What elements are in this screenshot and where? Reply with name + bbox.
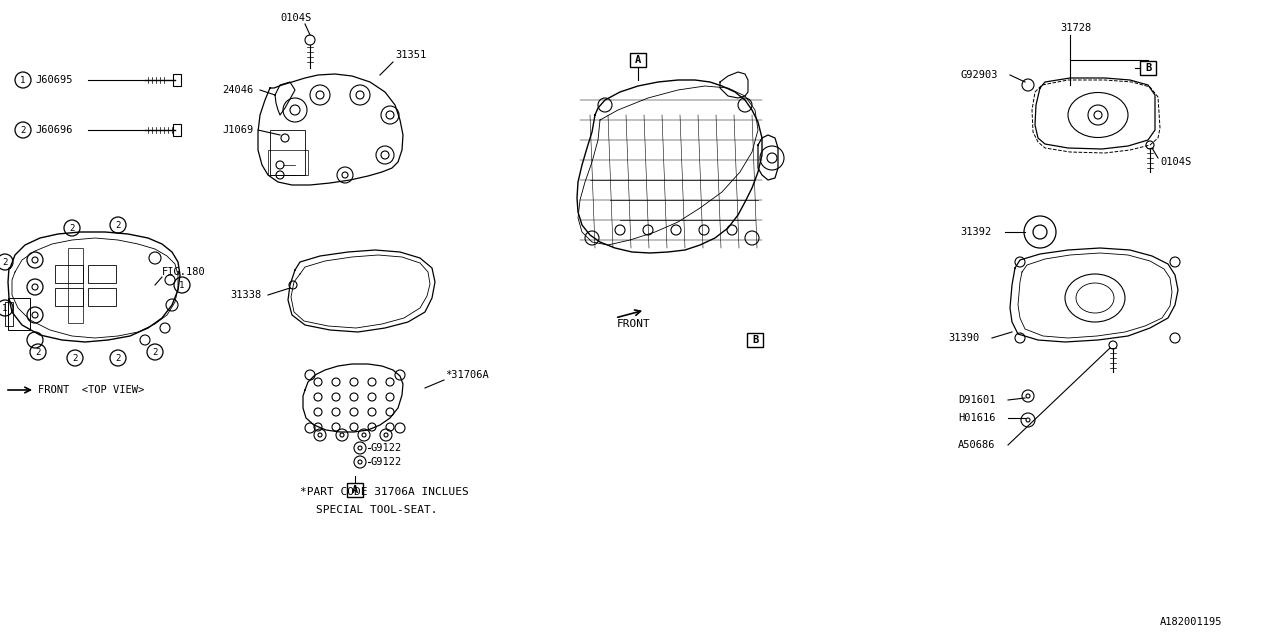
- Text: B: B: [1144, 63, 1151, 73]
- Text: 31728: 31728: [1060, 23, 1092, 33]
- Circle shape: [1088, 105, 1108, 125]
- Text: D91601: D91601: [957, 395, 996, 405]
- Text: A182001195: A182001195: [1160, 617, 1222, 627]
- Text: G92903: G92903: [960, 70, 997, 80]
- Text: B: B: [751, 335, 758, 345]
- Text: 31351: 31351: [396, 50, 426, 60]
- Text: H01616: H01616: [957, 413, 996, 423]
- Bar: [173, 74, 180, 86]
- Text: A: A: [635, 55, 641, 65]
- Circle shape: [27, 332, 44, 348]
- Text: 2: 2: [20, 125, 26, 134]
- Text: FIG.180: FIG.180: [163, 267, 206, 277]
- Text: 2: 2: [69, 223, 74, 232]
- Bar: [55, 288, 83, 306]
- Bar: [347, 483, 364, 497]
- Text: 2: 2: [152, 348, 157, 356]
- Text: 2: 2: [115, 221, 120, 230]
- Circle shape: [27, 279, 44, 295]
- Circle shape: [27, 252, 44, 268]
- Text: G9122: G9122: [370, 443, 401, 453]
- Text: 31390: 31390: [948, 333, 979, 343]
- Text: 1: 1: [3, 303, 8, 312]
- Text: G9122: G9122: [370, 457, 401, 467]
- Bar: [88, 288, 116, 306]
- Text: J60695: J60695: [35, 75, 73, 85]
- Text: FRONT  <TOP VIEW>: FRONT <TOP VIEW>: [38, 385, 145, 395]
- Text: SPECIAL TOOL-SEAT.: SPECIAL TOOL-SEAT.: [316, 505, 438, 515]
- Bar: [88, 265, 116, 283]
- Circle shape: [291, 105, 300, 115]
- Text: 1: 1: [20, 76, 26, 84]
- Text: 0104S: 0104S: [280, 13, 311, 23]
- Bar: [68, 248, 83, 323]
- Bar: [173, 124, 180, 136]
- Text: *PART CODE 31706A INCLUES: *PART CODE 31706A INCLUES: [300, 487, 468, 497]
- Text: 1: 1: [179, 280, 184, 289]
- Text: J1069: J1069: [221, 125, 253, 135]
- Text: 2: 2: [115, 353, 120, 362]
- Text: A50686: A50686: [957, 440, 996, 450]
- Text: 2: 2: [3, 257, 8, 266]
- Text: 0104S: 0104S: [1160, 157, 1192, 167]
- Bar: [748, 333, 763, 347]
- Text: 2: 2: [72, 353, 78, 362]
- Text: FRONT: FRONT: [617, 319, 650, 329]
- Circle shape: [1021, 390, 1034, 402]
- Text: 31392: 31392: [960, 227, 991, 237]
- Text: J60696: J60696: [35, 125, 73, 135]
- Bar: [268, 150, 308, 175]
- Bar: [270, 130, 305, 175]
- Text: 2: 2: [36, 348, 41, 356]
- Text: 31338: 31338: [230, 290, 261, 300]
- Text: 24046: 24046: [221, 85, 253, 95]
- Circle shape: [1021, 413, 1036, 427]
- Bar: [55, 265, 83, 283]
- Bar: [8, 298, 29, 330]
- Text: *31706A: *31706A: [445, 370, 489, 380]
- Bar: [630, 53, 646, 67]
- Circle shape: [27, 307, 44, 323]
- Text: A: A: [352, 485, 358, 495]
- Bar: [5, 302, 13, 326]
- Bar: [1140, 61, 1156, 75]
